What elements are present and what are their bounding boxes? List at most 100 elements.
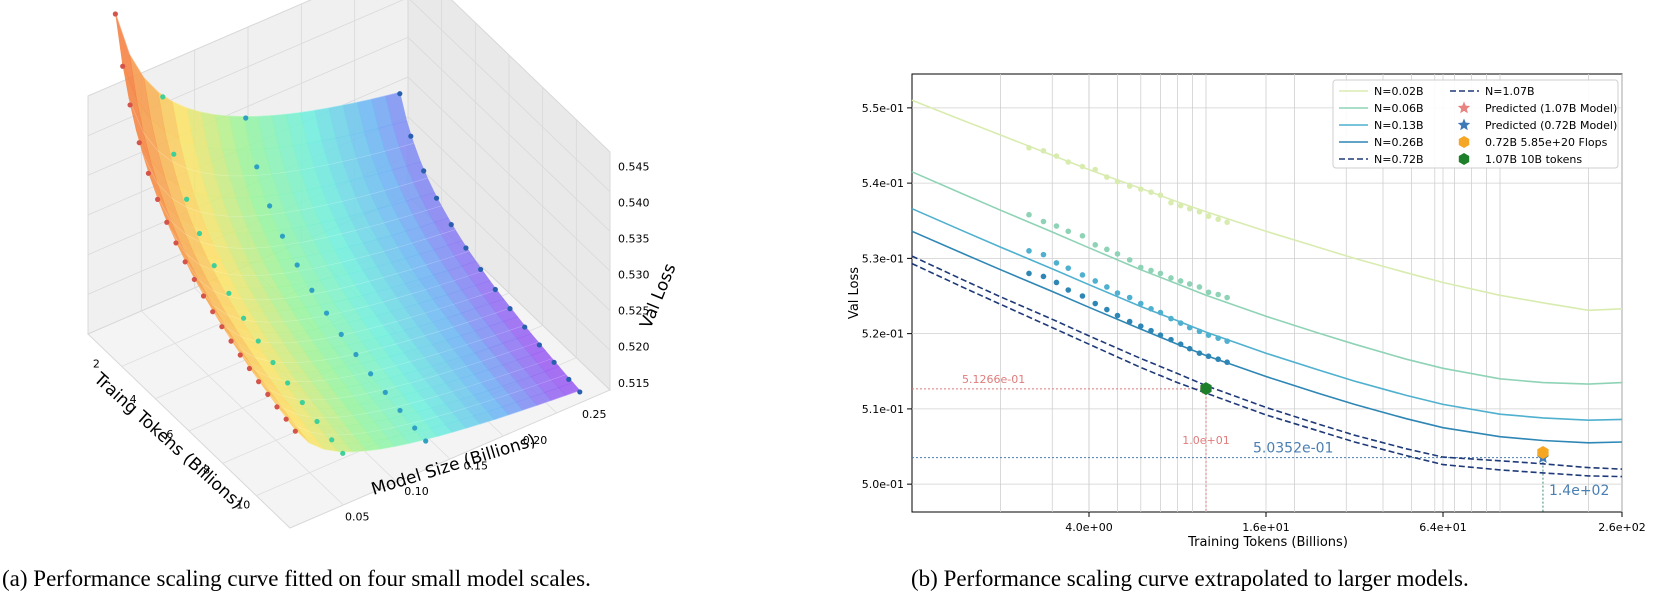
observed-point-3d [423,438,429,444]
guide-lines [912,388,1544,512]
observed-point-3d [160,94,166,100]
z-tick-label-3d: 0.530 [618,269,650,282]
observed-point [1065,287,1072,293]
observed-point-3d [309,287,315,293]
y-tick-label-3d: 0.20 [523,434,548,447]
observed-point [1205,332,1212,338]
observed-point [1114,290,1121,296]
surface-wire [156,195,442,249]
observed-point [1186,324,1193,331]
annotations: 5.1266e-01 1.0e+01 5.0352e-01 1.4e+02 [962,373,1609,499]
z-tick-label-3d: 0.525 [618,305,650,318]
observed-point-3d [566,376,572,382]
y-tick-label: 5.2e-01 [862,328,904,341]
curve-N=0.06B [911,171,1623,385]
surface-wire [281,374,566,436]
observed-point [1026,270,1032,277]
observed-point-3d [338,331,344,337]
x-tick-label-3d: 4 [130,393,137,406]
observed-point-3d [397,91,403,97]
observed-point [1040,218,1047,225]
observed-point-3d [382,389,388,395]
observed-point [1053,153,1060,159]
observed-point-3d [219,324,225,330]
line-chart: 5.1266e-01 1.0e+01 5.0352e-01 1.4e+02 4.0e+… [847,73,1646,550]
observed-point-3d [191,276,197,283]
y-tick-label-3d: 0.05 [345,510,370,523]
observed-point [1177,320,1184,326]
observed-point [1053,260,1060,266]
observed-point [1040,147,1047,154]
curve-N=0.13B [911,207,1623,422]
observed-point [1205,289,1212,296]
legend-label: N=0.13B [1374,119,1423,132]
observed-point-3d [200,293,207,299]
observed-point [1092,166,1099,173]
observed-point [1168,336,1174,343]
y-ticks: 5.0e-01 5.1e-01 5.2e-01 5.3e-01 5.4e-01 5.5e-… [862,102,912,491]
surface-patch [288,420,310,444]
observed-point [1137,300,1144,307]
observed-point [1205,213,1212,220]
observed-point [1040,273,1047,280]
legend: N=0.02B N=0.06B N=0.13B N=0.26B N=0.72B N=1.0… [1332,79,1619,169]
observed-point [1224,359,1230,366]
observed-point [1079,233,1086,239]
observed-point-3d [408,133,414,139]
annotation-label: 1.0e+01 [1182,434,1229,447]
annotation-label: 1.4e+02 [1549,483,1609,499]
x-tick-label-3d: 10 [236,499,250,512]
observed-point [1196,208,1203,215]
observed-point [1065,228,1072,235]
observed-point-3d [246,365,253,372]
observed-point-3d [314,418,320,425]
observed-point [1177,341,1184,347]
observed-point-3d [421,168,427,174]
legend-label: Predicted (1.07B Model) [1485,102,1617,115]
curve-N=1.07B [911,262,1623,478]
legend-marker [1457,118,1471,131]
x-axis-label: Training Tokens (Billions) [1187,535,1348,550]
observed-point [1224,338,1230,344]
observed-point [1215,356,1221,363]
observed-point-3d [448,222,454,228]
observed-point [1186,205,1193,212]
observed-point-3d [368,371,374,377]
observed-point [1157,332,1164,338]
y-tick-label: 5.1e-01 [862,403,904,416]
curve-N=0.02B [911,99,1623,312]
observed-point-3d [412,425,418,431]
fitted-curves [911,99,1623,478]
surface-wire [198,270,483,323]
observed-point [1137,264,1144,271]
observed-point-3d [173,240,179,246]
caption-a: (a) Performance scaling curve fitted on … [2,566,591,591]
observed-point-3d [112,11,118,17]
surface-wire [184,250,470,301]
observed-point [1224,219,1230,226]
observed-point-3d [285,380,291,386]
observed-point [1092,300,1099,307]
legend-label: N=0.26B [1374,136,1423,149]
observed-point-3d [237,352,243,358]
observed-point-3d [243,115,249,121]
observed-point [1157,270,1164,277]
observed-point-3d [299,399,305,406]
observed-point-3d [228,338,234,344]
observed-point [1126,257,1133,263]
observed-point-3d [127,102,133,108]
observed-point [1040,251,1047,258]
surface-wire [267,358,553,419]
observed-points [1026,144,1230,366]
observed-point-3d [196,230,203,237]
observed-point [1079,293,1086,299]
observed-point [1196,284,1203,290]
observed-point [1065,159,1072,165]
legend-marker [1458,136,1470,148]
observed-point [1224,294,1230,301]
observed-point-3d [265,391,271,397]
observed-point-3d [136,140,142,146]
surface-wire [253,341,539,401]
y-tick-label-3d: 0.10 [404,485,429,498]
observed-point-3d [270,359,276,366]
